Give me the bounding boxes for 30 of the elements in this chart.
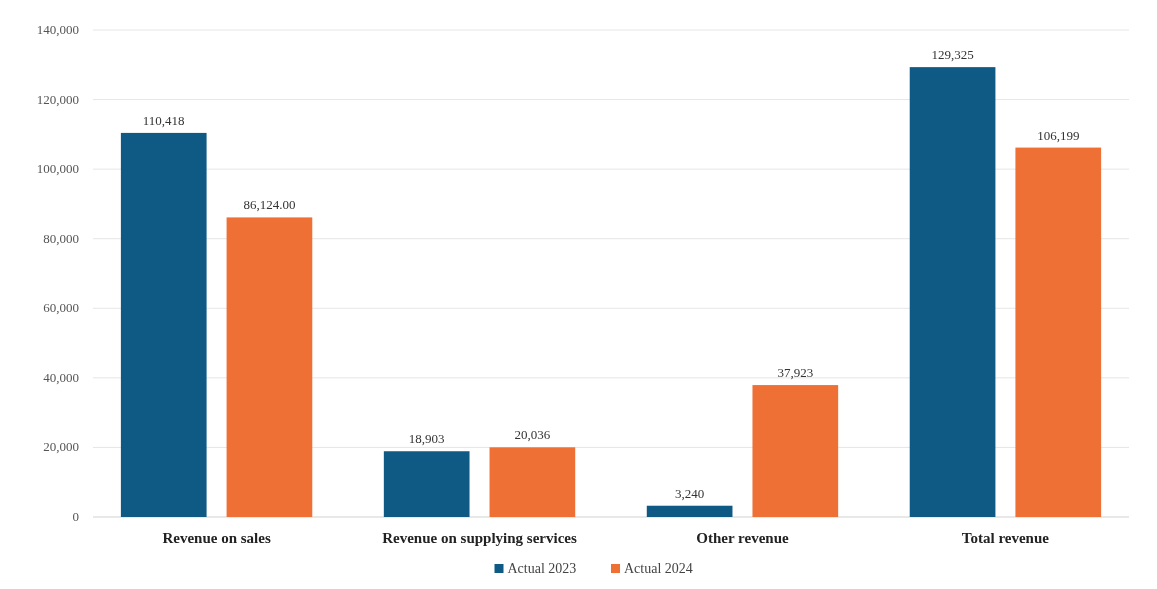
y-tick-label: 40,000 (43, 369, 79, 385)
data-label: 37,923 (777, 365, 814, 381)
data-label: 106,199 (1037, 127, 1080, 143)
bar (383, 451, 470, 517)
y-tick-label: 20,000 (43, 439, 79, 455)
y-tick-label: 100,000 (36, 161, 79, 177)
y-tick-label: 80,000 (43, 230, 79, 246)
y-tick-label: 60,000 (43, 300, 79, 316)
data-label: 3,240 (675, 485, 705, 501)
bar (646, 505, 733, 517)
bar (120, 132, 207, 517)
data-label: 129,325 (931, 47, 974, 63)
x-tick-label: Revenue on supplying services (382, 530, 577, 546)
x-tick-label: Revenue on sales (162, 530, 271, 546)
y-tick-label: 140,000 (36, 22, 79, 37)
legend-label: Actual 2024 (624, 561, 693, 576)
bar (226, 217, 313, 517)
x-tick-label: Total revenue (961, 530, 1050, 546)
y-tick-label: 0 (72, 509, 79, 524)
data-label: 110,418 (142, 112, 185, 128)
y-tick-label: 120,000 (36, 91, 79, 107)
bar (1015, 147, 1102, 517)
data-label: 18,903 (408, 431, 445, 447)
data-label: 20,036 (514, 427, 551, 443)
bar (752, 385, 839, 517)
x-tick-label: Other revenue (696, 530, 789, 546)
bar (909, 67, 996, 517)
bar (489, 447, 576, 517)
data-label: 86,124.00 (243, 197, 296, 213)
legend-label: Actual 2023 (507, 561, 577, 576)
